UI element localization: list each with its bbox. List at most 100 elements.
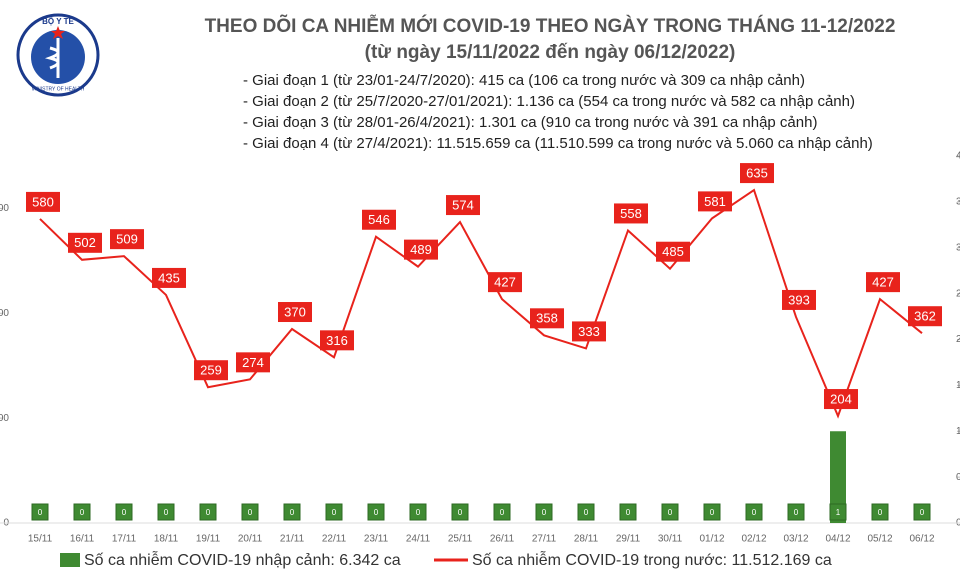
bar-label-box [535, 503, 553, 521]
data-label-box [530, 308, 564, 329]
y2-tick-label: 1.5 [956, 380, 960, 391]
data-label-box [320, 330, 354, 351]
bar-label: 1 [836, 508, 841, 517]
data-label: 204 [830, 391, 852, 406]
data-label-box [908, 306, 942, 327]
x-tick-label: 06/12 [909, 534, 934, 545]
logo-top: BỘ Y TẾ [42, 16, 74, 26]
x-tick-label: 22/11 [322, 534, 347, 545]
bar-label-box [661, 503, 679, 521]
bar-label: 0 [332, 508, 337, 517]
x-tick-label: 27/11 [532, 534, 557, 545]
bar-label: 0 [164, 508, 169, 517]
bar-label-box [157, 503, 175, 521]
bar-label: 0 [542, 508, 547, 517]
logo-symbol [44, 38, 60, 78]
x-tick-label: 23/11 [364, 534, 389, 545]
data-label: 580 [32, 194, 54, 209]
data-label: 358 [536, 311, 558, 326]
data-label: 509 [116, 232, 138, 247]
bar-label: 0 [374, 508, 379, 517]
bar-label-box [787, 503, 805, 521]
data-label: 546 [368, 212, 390, 227]
data-label-box [572, 321, 606, 342]
data-label-box [152, 267, 186, 288]
bar-label: 0 [206, 508, 211, 517]
data-label-box [404, 239, 438, 260]
bar-label-box [31, 503, 49, 521]
x-tick-label: 03/12 [783, 534, 808, 545]
line [39, 188, 923, 419]
bar-label: 0 [626, 508, 631, 517]
logo-star [51, 26, 65, 39]
x-tick-label: 16/11 [70, 534, 95, 545]
bar [830, 431, 846, 523]
y2-tick-label: 0.5 [956, 472, 960, 483]
bar-label: 0 [416, 508, 421, 517]
data-label-box [740, 163, 774, 184]
x-tick-label: 19/11 [196, 534, 221, 545]
bar-label-box [871, 503, 889, 521]
bar-label-box [829, 503, 847, 521]
data-label-box [614, 203, 648, 224]
data-label: 333 [578, 324, 600, 339]
data-label: 427 [872, 275, 894, 290]
data-label: 635 [746, 166, 768, 181]
x-tick-label: 15/11 [28, 534, 53, 545]
data-label-box [782, 289, 816, 310]
data-label-box [278, 302, 312, 323]
x-tick-label: 24/11 [406, 534, 431, 545]
x-tick-label: 05/12 [867, 534, 892, 545]
bar-label: 0 [458, 508, 463, 517]
x-tick-label: 17/11 [112, 534, 137, 545]
bar-label-box [325, 503, 343, 521]
legend-label: Số ca nhiễm COVID-19 nhập cảnh: 6.342 ca [84, 550, 401, 569]
bar-label-box [745, 503, 763, 521]
data-label-box [824, 389, 858, 410]
data-label: 274 [242, 355, 264, 370]
bar-label: 0 [752, 508, 757, 517]
annotation: - Giai đoạn 1 (từ 23/01-24/7/2020): 415 … [243, 72, 805, 89]
logo: BỘ Y TẾ MINISTRY OF HEALTH [16, 13, 100, 97]
bar-label-box [493, 503, 511, 521]
chart-title: THEO DÕI CA NHIỄM MỚI COVID-19 THEO NGÀY… [205, 15, 896, 37]
x-tick-label: 20/11 [238, 534, 263, 545]
y2-tick-label: 2.5 [956, 288, 960, 299]
bar-label: 0 [920, 508, 925, 517]
bar-label-box [913, 503, 931, 521]
annotation: - Giai đoạn 2 (từ 25/7/2020-27/01/2021):… [243, 93, 855, 110]
annotation: - Giai đoạn 4 (từ 27/4/2021): 11.515.659… [243, 135, 873, 152]
logo-bottom: MINISTRY OF HEALTH [32, 86, 85, 92]
bar-label: 0 [248, 508, 253, 517]
x-tick-label: 30/11 [658, 534, 683, 545]
data-label: 574 [452, 197, 474, 212]
y2-tick-label: 1 [956, 426, 960, 437]
legend-label: Số ca nhiễm COVID-19 trong nước: 11.512.… [472, 550, 832, 569]
bar-label: 0 [584, 508, 589, 517]
bar-label-box [577, 503, 595, 521]
x-tick-label: 04/12 [825, 534, 850, 545]
bar-label-box [73, 503, 91, 521]
x-tick-label: 21/11 [280, 534, 305, 545]
bar-label: 0 [878, 508, 883, 517]
bar-label-box [451, 503, 469, 521]
data-label: 502 [74, 235, 96, 250]
data-label: 370 [284, 304, 306, 319]
data-label-box [656, 241, 690, 262]
bar-label: 0 [794, 508, 799, 517]
legend-swatch [60, 553, 80, 567]
data-label-box [488, 272, 522, 293]
x-tick-label: 26/11 [490, 534, 515, 545]
bar-label: 0 [122, 508, 127, 517]
bar-label: 0 [500, 508, 505, 517]
bar-label-box [283, 503, 301, 521]
data-label-box [236, 352, 270, 373]
bar-label-box [115, 503, 133, 521]
chart-subtitle: (từ ngày 15/11/2022 đến ngày 06/12/2022) [365, 42, 736, 63]
data-label-box [698, 191, 732, 212]
bar-label-box [619, 503, 637, 521]
data-label-box [362, 209, 396, 230]
x-tick-label: 29/11 [616, 534, 641, 545]
x-tick-label: 25/11 [448, 534, 473, 545]
